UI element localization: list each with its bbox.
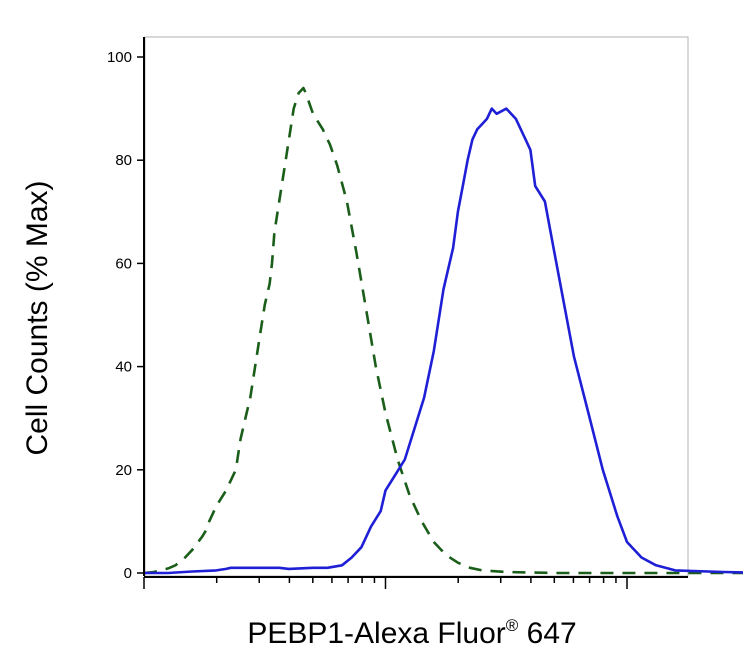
x-axis-title-main: PEBP1-Alexa Fluor bbox=[247, 617, 505, 650]
y-tick-label: 40 bbox=[115, 359, 132, 376]
x-axis-title-suffix: 647 bbox=[518, 617, 576, 650]
y-axis-title: Cell Counts (% Max) bbox=[21, 180, 54, 455]
y-tick-label: 60 bbox=[115, 255, 132, 272]
y-tick-label: 100 bbox=[107, 49, 132, 66]
x-ticks bbox=[143, 577, 628, 589]
stained-histogram-line bbox=[144, 107, 743, 575]
y-tick-label: 0 bbox=[124, 565, 132, 582]
x-axis-title-superscript: ® bbox=[506, 616, 519, 635]
plot-frame bbox=[144, 36, 689, 577]
curves-layer bbox=[143, 86, 743, 575]
y-ticks: 0 20 40 60 80 100 bbox=[107, 49, 144, 582]
control-histogram-line bbox=[143, 86, 743, 575]
y-tick-label: 20 bbox=[115, 462, 132, 479]
x-axis-title: PEBP1-Alexa Fluor® 647 bbox=[247, 616, 576, 650]
y-tick-label: 80 bbox=[115, 152, 132, 169]
